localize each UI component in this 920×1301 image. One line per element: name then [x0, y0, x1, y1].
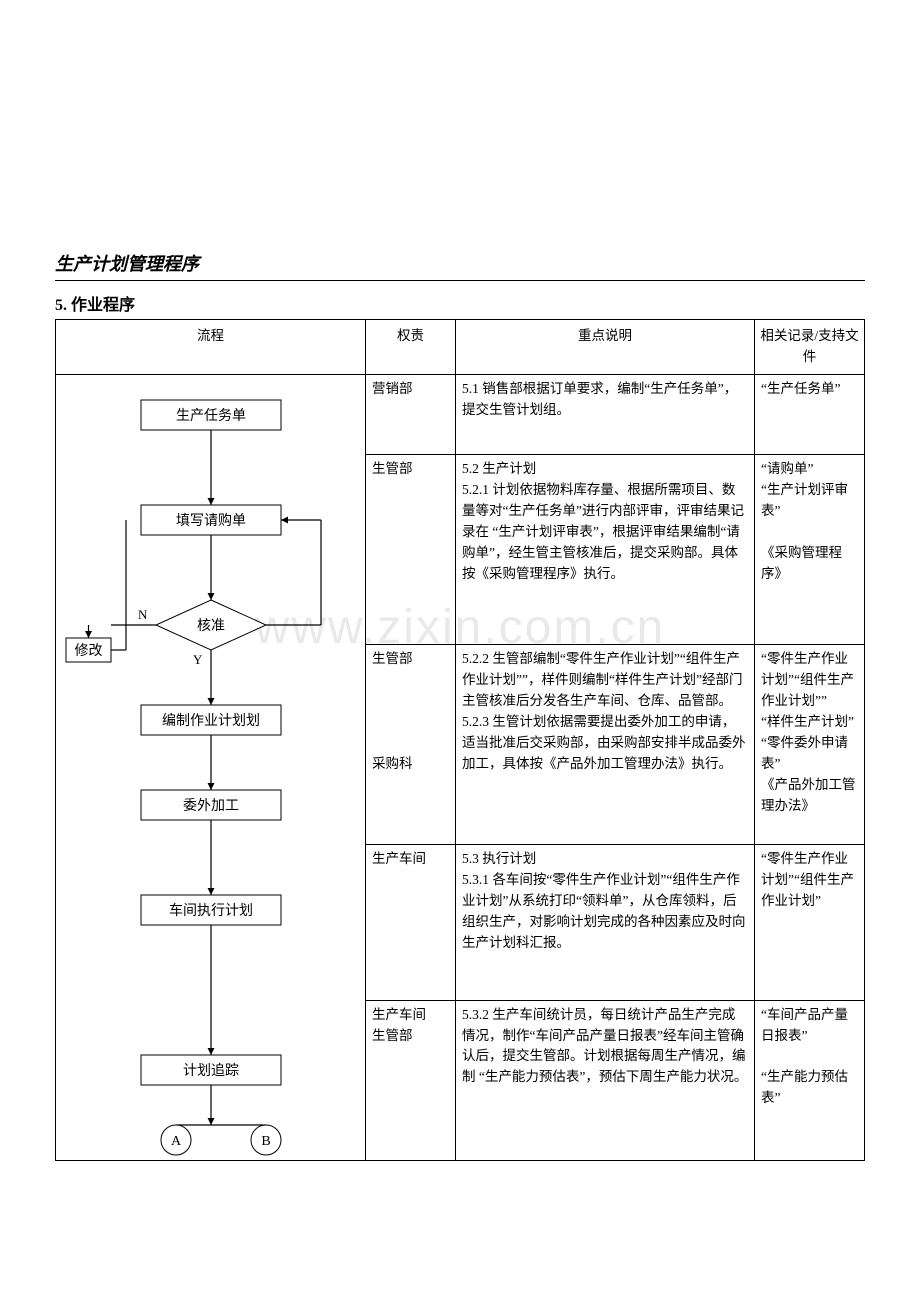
doc-cell: “车间产品产量日报表” “生产能力预估表” — [755, 1000, 865, 1160]
header-desc: 重点说明 — [456, 320, 755, 375]
node-connector-b: B — [251, 1125, 281, 1155]
resp-cell: 生产车间 生管部 — [366, 1000, 456, 1160]
doc-cell: “生产任务单” — [755, 374, 865, 454]
label-no: N — [138, 607, 148, 622]
resp-cell: 生产车间 — [366, 845, 456, 1000]
header-resp: 权责 — [366, 320, 456, 375]
desc-cell: 5.3 执行计划 5.3.1 各车间按“零件生产作业计划”“组件生产作业计划”从… — [456, 845, 755, 1000]
node-approve: 核准 — [156, 600, 266, 650]
node-modify: 修改 — [66, 638, 111, 662]
node-connector-a: A — [161, 1125, 191, 1155]
resp-cell: 生管部 采购科 — [366, 645, 456, 845]
resp-cell: 营销部 — [366, 374, 456, 454]
table-row: 生产任务单 填写请购单 核准 N 修改 Y 编制作业计划划 委外加工 车间执行计… — [56, 374, 865, 454]
node-production-task: 生产任务单 — [141, 400, 281, 430]
section-title: 5. 作业程序 — [55, 291, 865, 315]
svg-text:B: B — [261, 1134, 270, 1149]
svg-text:A: A — [171, 1134, 182, 1149]
desc-cell: 5.2.2 生管部编制“零件生产作业计划”“组件生产作业计划””，样件则编制“样… — [456, 645, 755, 845]
doc-cell: “零件生产作业计划”“组件生产作业计划” — [755, 845, 865, 1000]
node-make-plan: 编制作业计划划 — [141, 705, 281, 735]
resp-cell: 生管部 — [366, 454, 456, 644]
svg-text:填写请购单: 填写请购单 — [176, 513, 246, 529]
header-flow: 流程 — [56, 320, 366, 375]
label-yes: Y — [193, 652, 203, 667]
desc-cell: 5.2 生产计划 5.2.1 计划依据物料库存量、根据所需项目、数量等对“生产任… — [456, 454, 755, 644]
svg-text:修改: 修改 — [75, 643, 103, 659]
doc-cell: “请购单” “生产计划评审表” 《采购管理程序》 — [755, 454, 865, 644]
table-header-row: 流程 权责 重点说明 相关记录/支持文件 — [56, 320, 865, 375]
svg-text:生产任务单: 生产任务单 — [176, 408, 246, 424]
flow-cell: 生产任务单 填写请购单 核准 N 修改 Y 编制作业计划划 委外加工 车间执行计… — [56, 374, 366, 1160]
svg-text:编制作业计划划: 编制作业计划划 — [162, 713, 260, 729]
doc-title: 生产计划管理程序 — [55, 250, 865, 281]
desc-cell: 5.3.2 生产车间统计员，每日统计产品生产完成情况，制作“车间产品产量日报表”… — [456, 1000, 755, 1160]
node-fill-requisition: 填写请购单 — [141, 505, 281, 535]
node-workshop-exec: 车间执行计划 — [141, 895, 281, 925]
doc-cell: “零件生产作业计划”“组件生产作业计划”” “样件生产计划” “零件委外申请表”… — [755, 645, 865, 845]
svg-text:计划追踪: 计划追踪 — [183, 1063, 239, 1079]
node-outsource: 委外加工 — [141, 790, 281, 820]
svg-text:车间执行计划: 车间执行计划 — [169, 902, 253, 919]
node-plan-track: 计划追踪 — [141, 1055, 281, 1085]
flowchart: 生产任务单 填写请购单 核准 N 修改 Y 编制作业计划划 委外加工 车间执行计… — [56, 375, 366, 1160]
procedure-table: 流程 权责 重点说明 相关记录/支持文件 生产任务单 填写请购单 核准 N — [55, 319, 865, 1161]
desc-cell: 5.1 销售部根据订单要求，编制“生产任务单”，提交生管计划组。 — [456, 374, 755, 454]
svg-text:核准: 核准 — [197, 618, 225, 634]
header-doc: 相关记录/支持文件 — [755, 320, 865, 375]
svg-text:委外加工: 委外加工 — [183, 798, 239, 814]
